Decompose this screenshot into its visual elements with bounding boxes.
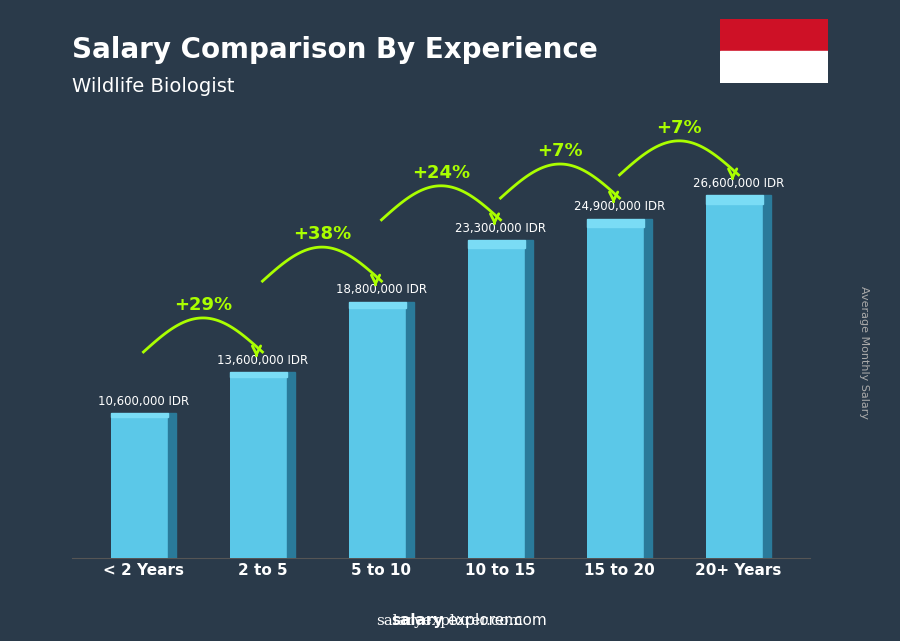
Bar <box>230 372 295 558</box>
Text: 26,600,000 IDR: 26,600,000 IDR <box>693 177 784 190</box>
Bar <box>111 413 168 417</box>
Bar <box>587 219 644 227</box>
Bar <box>526 240 534 558</box>
Bar <box>706 196 763 204</box>
Bar <box>644 219 652 558</box>
Text: 10,600,000 IDR: 10,600,000 IDR <box>98 395 189 408</box>
Text: 24,900,000 IDR: 24,900,000 IDR <box>574 200 665 213</box>
Bar <box>720 19 828 51</box>
Bar <box>468 240 526 248</box>
Text: 13,600,000 IDR: 13,600,000 IDR <box>217 354 308 367</box>
Text: 23,300,000 IDR: 23,300,000 IDR <box>455 222 546 235</box>
Bar <box>230 372 287 377</box>
Text: +7%: +7% <box>656 119 702 137</box>
Bar <box>587 219 652 558</box>
Text: Salary Comparison By Experience: Salary Comparison By Experience <box>72 36 598 64</box>
Bar <box>763 196 771 558</box>
Text: 18,800,000 IDR: 18,800,000 IDR <box>336 283 427 296</box>
Bar <box>706 196 771 558</box>
Text: salaryexplorer.com: salaryexplorer.com <box>376 614 524 628</box>
Text: +29%: +29% <box>174 296 232 314</box>
Bar <box>349 302 414 558</box>
Text: +38%: +38% <box>292 225 351 243</box>
Bar <box>720 51 828 83</box>
Bar <box>468 240 533 558</box>
Bar <box>111 413 176 558</box>
Bar <box>349 301 407 308</box>
Text: +7%: +7% <box>537 142 583 160</box>
Bar <box>407 302 414 558</box>
Text: Wildlife Biologist: Wildlife Biologist <box>72 77 235 96</box>
Text: Average Monthly Salary: Average Monthly Salary <box>859 286 869 419</box>
Bar <box>287 372 295 558</box>
Text: +24%: +24% <box>412 163 470 182</box>
Text: explorer.com: explorer.com <box>447 613 547 628</box>
Text: salary: salary <box>392 613 444 628</box>
Bar <box>168 413 176 558</box>
